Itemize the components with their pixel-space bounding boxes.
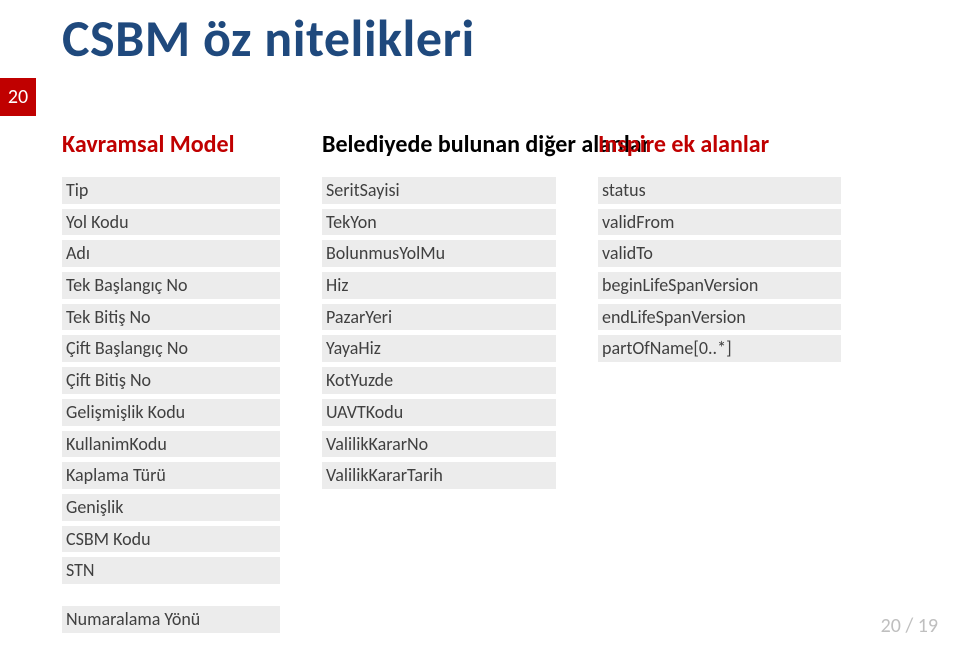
list-item: Kaplama Türü bbox=[62, 462, 280, 489]
columns-container: Kavramsal Model Tip Yol Kodu Adı Tek Baş… bbox=[62, 130, 841, 633]
list-item: SeritSayisi bbox=[322, 177, 556, 204]
list-item: TekYon bbox=[322, 209, 556, 236]
column-head-belediye: Belediyede bulunan diğer alanlar bbox=[322, 130, 556, 159]
list-item: Yol Kodu bbox=[62, 209, 280, 236]
list-item: Adı bbox=[62, 240, 280, 267]
list-model-extra: Numaralama Yönü bbox=[62, 606, 280, 633]
page-title: CSBM öz nitelikleri bbox=[62, 6, 475, 70]
list-item: Gelişmişlik Kodu bbox=[62, 399, 280, 426]
column-inspire: Inspire ek alanlar status validFrom vali… bbox=[598, 130, 841, 633]
list-item: Numaralama Yönü bbox=[62, 606, 280, 633]
page-counter: 20 / 19 bbox=[881, 614, 938, 638]
list-inspire: status validFrom validTo beginLifeSpanVe… bbox=[598, 177, 841, 362]
slide-number-badge: 20 bbox=[0, 78, 36, 116]
list-belediye: SeritSayisi TekYon BolunmusYolMu Hiz Paz… bbox=[322, 177, 556, 489]
list-item: beginLifeSpanVersion bbox=[598, 272, 841, 299]
list-item: UAVTKodu bbox=[322, 399, 556, 426]
column-head-model: Kavramsal Model bbox=[62, 130, 280, 159]
list-item: ValilikKararNo bbox=[322, 431, 556, 458]
list-item: validTo bbox=[598, 240, 841, 267]
column-model: Kavramsal Model Tip Yol Kodu Adı Tek Baş… bbox=[62, 130, 280, 633]
list-item: Hiz bbox=[322, 272, 556, 299]
list-item: YayaHiz bbox=[322, 335, 556, 362]
list-item: validFrom bbox=[598, 209, 841, 236]
list-item: Tip bbox=[62, 177, 280, 204]
list-item: BolunmusYolMu bbox=[322, 240, 556, 267]
column-head-inspire: Inspire ek alanlar bbox=[598, 130, 841, 159]
column-belediye: Belediyede bulunan diğer alanlar SeritSa… bbox=[322, 130, 556, 633]
list-item: Çift Başlangıç No bbox=[62, 335, 280, 362]
list-item: KotYuzde bbox=[322, 367, 556, 394]
list-item: ValilikKararTarih bbox=[322, 462, 556, 489]
list-item: CSBM Kodu bbox=[62, 526, 280, 553]
list-item: PazarYeri bbox=[322, 304, 556, 331]
list-model: Tip Yol Kodu Adı Tek Başlangıç No Tek Bi… bbox=[62, 177, 280, 584]
list-item: Genişlik bbox=[62, 494, 280, 521]
list-item: Çift Bitiş No bbox=[62, 367, 280, 394]
list-item: Tek Bitiş No bbox=[62, 304, 280, 331]
list-item: Tek Başlangıç No bbox=[62, 272, 280, 299]
list-item: partOfName[0..*] bbox=[598, 335, 841, 362]
list-item: status bbox=[598, 177, 841, 204]
list-item: endLifeSpanVersion bbox=[598, 304, 841, 331]
list-item: STN bbox=[62, 557, 280, 584]
list-item: KullanimKodu bbox=[62, 431, 280, 458]
